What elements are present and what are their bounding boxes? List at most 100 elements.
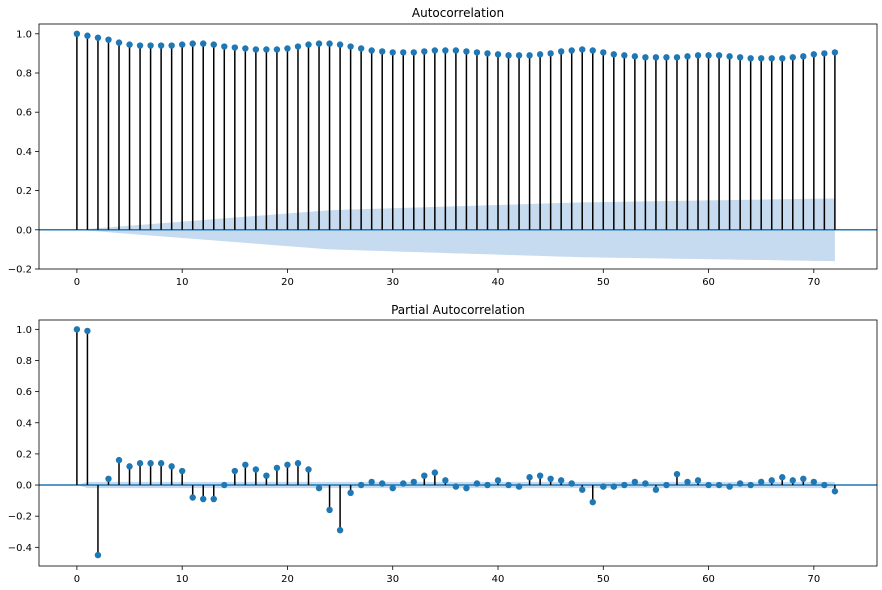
stem-marker [452, 483, 460, 490]
stem-marker [694, 477, 702, 484]
axes-frame [38, 319, 878, 567]
stem-marker [210, 41, 217, 48]
stem-marker [252, 466, 260, 473]
stem-marker [326, 40, 333, 47]
stem-marker [73, 326, 81, 333]
stem-marker [115, 456, 123, 464]
stem-marker [768, 477, 775, 484]
stem-marker [547, 475, 554, 483]
stem-marker [515, 483, 523, 490]
stem-marker [284, 461, 291, 468]
x-tick-label: 60 [702, 277, 715, 288]
y-tick-label: 0.6 [16, 387, 32, 398]
stem-marker [684, 53, 691, 60]
stem-marker [579, 46, 586, 53]
stem-marker [431, 469, 439, 476]
stem-marker [168, 463, 175, 470]
y-tick-label: 1.0 [16, 325, 32, 336]
stem-marker [400, 49, 407, 56]
axes-frame [38, 23, 878, 270]
stem-marker [431, 47, 439, 54]
stem-marker [484, 481, 491, 489]
stem-marker [389, 49, 396, 56]
stem-marker [568, 480, 575, 487]
stem-marker [115, 39, 123, 46]
stem-marker [178, 41, 186, 48]
pacf-panel: 0 10 20 30 40 50 60 70 −0.4 −0.2 0.0 0.2 0.4 0.6 0.8 1.… [8, 303, 878, 585]
y-tick-label: 0.2 [16, 449, 32, 460]
stem-marker [315, 40, 323, 47]
stem-marker [715, 481, 723, 489]
stem-marker [442, 47, 449, 54]
stem-marker [242, 461, 249, 468]
stem-marker [157, 42, 165, 49]
stem-marker [221, 481, 228, 489]
stem-marker [189, 494, 196, 501]
stem-marker [336, 41, 344, 48]
stem-marker [610, 51, 618, 58]
stem-marker [200, 495, 207, 503]
y-tick-label: −0.2 [8, 512, 32, 523]
stem-marker [821, 50, 828, 57]
stem-marker [463, 484, 470, 492]
stem-marker [147, 42, 154, 49]
stem-marker [557, 48, 565, 55]
stem-marker [442, 477, 449, 484]
stem-marker [600, 483, 607, 490]
x-tick-label: 30 [386, 574, 399, 585]
stem-marker [379, 480, 386, 487]
stem-marker [421, 48, 428, 55]
stem-marker [800, 53, 807, 60]
stem-marker [263, 472, 270, 479]
acf-panel: 0 10 20 30 40 50 60 70 −0.2 0.0 0.2 0.4 0.6 0.8 1.0 Aut… [8, 6, 878, 288]
stem-marker [673, 470, 681, 478]
stem-marker [505, 481, 512, 489]
stem-marker [410, 478, 417, 486]
y-tick-label: 0.2 [16, 186, 32, 197]
stem-marker [536, 472, 544, 479]
stem-marker [273, 46, 281, 53]
stem-marker [831, 49, 839, 56]
stem-marker [84, 327, 91, 335]
stem-marker [673, 54, 681, 61]
stem-marker [347, 489, 354, 497]
stem-marker [821, 481, 828, 489]
stem-marker [200, 40, 207, 47]
stem-marker [789, 477, 796, 484]
stem-marker [810, 478, 818, 486]
stem-marker [305, 466, 312, 473]
stem-marker [389, 484, 396, 492]
stem-marker [242, 45, 249, 52]
stem-marker [294, 460, 302, 467]
x-tick-label: 70 [807, 277, 820, 288]
stem-marker [136, 42, 144, 49]
stem-marker [631, 53, 639, 60]
stem-marker [410, 49, 417, 56]
stem-marker [147, 460, 154, 467]
stem-marker [231, 44, 239, 51]
stem-marker [305, 41, 312, 48]
stem-marker [547, 50, 554, 57]
stem-marker [684, 478, 691, 486]
stem-marker [494, 477, 502, 484]
stem-marker [631, 478, 639, 486]
stem-marker [400, 480, 407, 487]
x-tick-label: 70 [807, 574, 820, 585]
x-tick-label: 40 [492, 277, 505, 288]
stem-marker [379, 48, 386, 55]
y-tick-label: 1.0 [16, 29, 32, 40]
stem-marker [326, 506, 333, 514]
stem-marker [705, 52, 712, 59]
x-tick-label: 40 [492, 574, 505, 585]
stem-marker [126, 463, 133, 470]
stem-marker [126, 41, 133, 48]
stem-marker [357, 45, 365, 52]
stem-marker [94, 34, 102, 41]
stem-marker [526, 474, 533, 481]
stem-marker [810, 51, 818, 58]
stem-marker [652, 486, 660, 493]
stem-marker [526, 52, 533, 59]
stem-marker [421, 472, 428, 479]
stem-marker [779, 55, 786, 62]
